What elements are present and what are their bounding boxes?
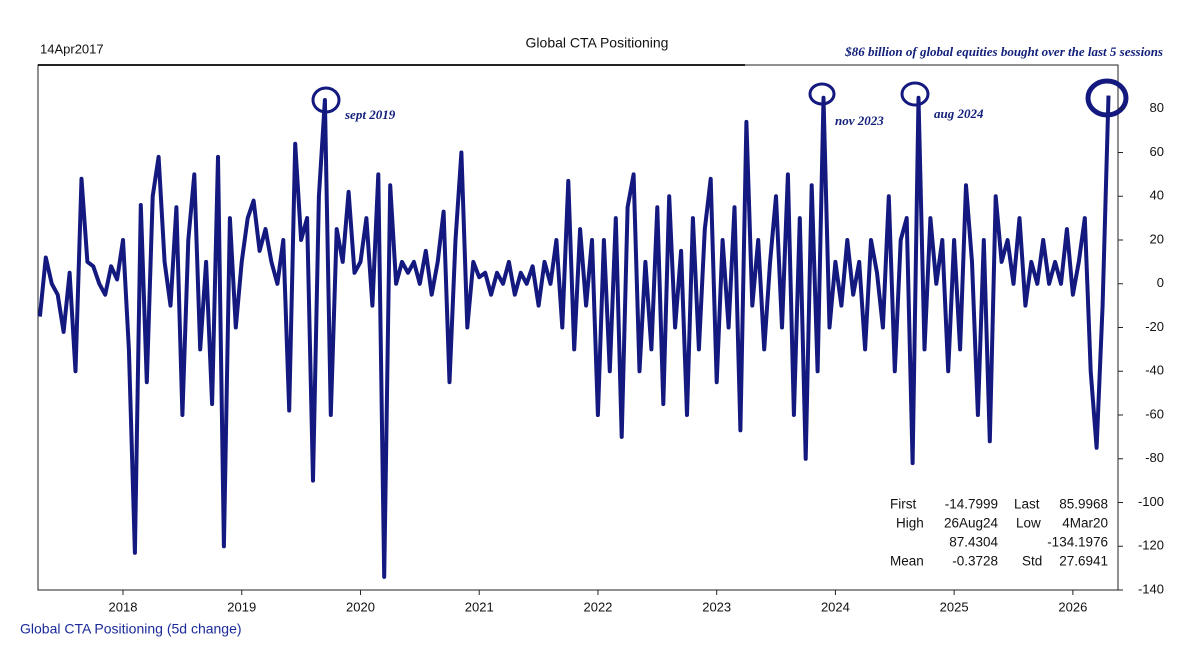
y-tick-label: -100 xyxy=(1138,494,1164,509)
y-tick-label: -40 xyxy=(1145,363,1164,378)
x-tick-label: 2026 xyxy=(1058,599,1087,614)
stat: -14.7999 xyxy=(945,497,998,512)
stat: 85.9968 xyxy=(1059,497,1108,512)
y-tick-label: 40 xyxy=(1150,188,1164,203)
x-tick-label: 2025 xyxy=(940,599,969,614)
stat: Std xyxy=(1022,554,1042,569)
annotation: aug 2024 xyxy=(934,106,984,121)
x-tick-label: 2019 xyxy=(227,599,256,614)
y-tick-label: 20 xyxy=(1150,231,1164,246)
y-tick-label: -80 xyxy=(1145,450,1164,465)
chart-title: Global CTA Positioning xyxy=(526,35,669,51)
note: $86 billion of global equities bought ov… xyxy=(844,44,1163,59)
data-line xyxy=(37,95,1111,579)
y-tick-label: 0 xyxy=(1157,275,1164,290)
stat: 4Mar20 xyxy=(1062,516,1108,531)
y-tick-label: -120 xyxy=(1138,538,1164,553)
annotation: nov 2023 xyxy=(835,113,884,128)
y-tick-label: -140 xyxy=(1138,581,1164,596)
stat: 27.6941 xyxy=(1059,554,1108,569)
stats-box: First -14.7999 Last 85.9968 High 26Aug24… xyxy=(890,497,1108,569)
y-tick-label: 60 xyxy=(1150,144,1164,159)
y-tick-label: 80 xyxy=(1150,100,1164,115)
stat: -134.1976 xyxy=(1047,535,1108,550)
annotation: sept 2019 xyxy=(344,107,396,122)
x-tick-label: 2018 xyxy=(109,599,138,614)
stat: 87.4304 xyxy=(949,535,998,550)
stat: Mean xyxy=(890,554,924,569)
stat: High xyxy=(896,516,924,531)
stat: Last xyxy=(1014,497,1040,512)
stat: First xyxy=(890,497,916,512)
y-tick-label: -60 xyxy=(1145,406,1164,421)
series-label: Global CTA Positioning (5d change) xyxy=(20,621,242,637)
x-tick-label: 2024 xyxy=(821,599,850,614)
y-tick-label: -20 xyxy=(1145,319,1164,334)
start-label: 14Apr2017 xyxy=(40,41,104,56)
stat: 26Aug24 xyxy=(944,516,999,531)
x-tick-label: 2023 xyxy=(702,599,731,614)
stat: -0.3728 xyxy=(952,554,998,569)
x-tick-label: 2021 xyxy=(465,599,494,614)
highlight-circle xyxy=(900,81,930,107)
x-tick-label: 2022 xyxy=(583,599,612,614)
x-tick-label: 2020 xyxy=(346,599,375,614)
stat: Low xyxy=(1016,516,1041,531)
